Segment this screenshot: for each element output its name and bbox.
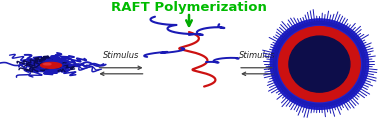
Ellipse shape [289, 36, 350, 92]
Ellipse shape [41, 62, 61, 68]
Text: Stimulus: Stimulus [239, 52, 275, 60]
Text: RAFT Polymerization: RAFT Polymerization [111, 1, 267, 14]
Text: Stimulus: Stimulus [103, 52, 139, 60]
Ellipse shape [43, 63, 51, 65]
Ellipse shape [270, 19, 369, 109]
Ellipse shape [279, 27, 360, 102]
